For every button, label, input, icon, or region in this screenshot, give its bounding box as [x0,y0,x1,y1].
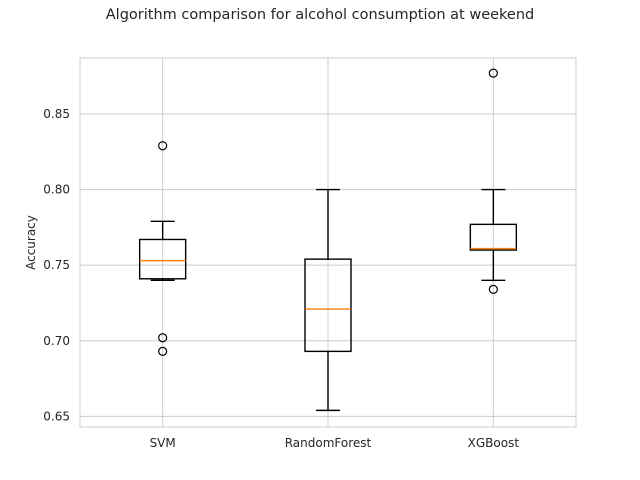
chart-title: Algorithm comparison for alcohol consump… [105,7,535,23]
box-iqr [138,238,187,280]
y-axis-ticks: 0.65 0.70 0.75 0.80 0.85 [43,107,70,423]
boxes-group [138,68,518,412]
outlier-point [158,346,168,356]
box-iqr [304,258,352,353]
y-tick-label: 0.75 [43,258,70,272]
box-iqr [469,223,518,251]
x-tick-label: SVM [150,436,176,450]
y-axis-label: Accuracy [24,215,38,270]
x-tick-label: RandomForest [285,436,372,450]
box-svm [138,141,187,356]
outlier-point [158,333,168,343]
outlier-point [488,68,498,78]
x-axis-ticks: SVM RandomForest XGBoost [150,436,520,450]
box-xgboost [469,68,518,294]
plot-area-frame [79,57,577,428]
outlier-point [158,141,168,151]
x-tick-label: XGBoost [468,436,520,450]
y-tick-label: 0.70 [43,334,70,348]
outlier-point [488,284,498,294]
y-tick-label: 0.85 [43,107,70,121]
box-randomforest [304,188,352,412]
y-tick-label: 0.65 [43,409,70,423]
y-tick-label: 0.80 [43,183,70,197]
